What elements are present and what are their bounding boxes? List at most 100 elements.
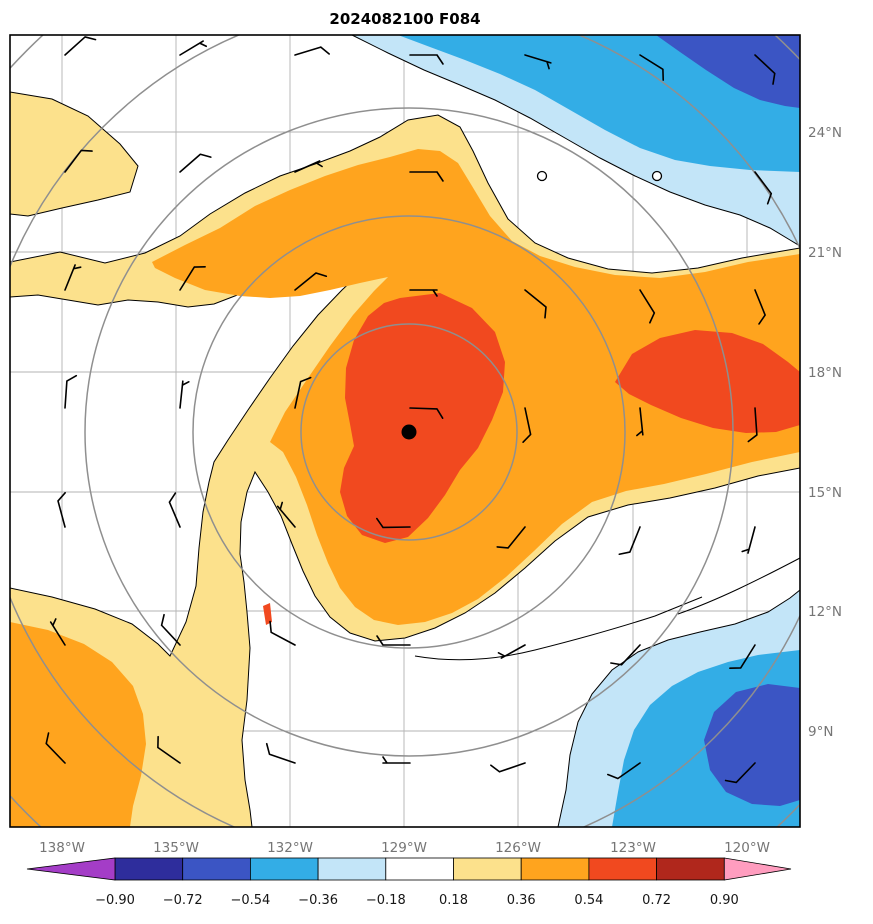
x-axis-tick-labels: 138°W 135°W 132°W 129°W 126°W 123°W 120°W [39, 840, 770, 856]
colorbar-under-arrow [26, 857, 116, 881]
zero-contour-line [414, 596, 703, 661]
wind-barb [160, 613, 181, 646]
wind-barbs [45, 36, 776, 784]
wind-barb [157, 735, 181, 764]
colorbar-tick-label: −0.18 [366, 893, 406, 908]
colorbar-tick-label: −0.54 [230, 893, 270, 908]
wind-barb [636, 407, 644, 437]
x-tick-label: 135°W [153, 840, 199, 856]
colorbar-segment [588, 857, 658, 881]
wind-barb [639, 54, 665, 81]
wind-barb [376, 635, 411, 646]
wind-barb [49, 618, 66, 646]
wind-barb [496, 526, 526, 549]
wind-barb [64, 149, 93, 173]
contour-fill-positive-018-northwest [10, 91, 139, 217]
x-tick-label: 138°W [39, 840, 85, 856]
wind-barb [409, 54, 444, 65]
plot-border [9, 34, 801, 828]
wind-barb [294, 160, 323, 173]
wind-barb [294, 376, 312, 409]
contour-fill-sliver [263, 603, 272, 625]
contour-fill-positive-054-center [340, 293, 505, 543]
colorbar-tick-label: −0.36 [298, 893, 338, 908]
wind-barb [741, 526, 756, 554]
range-ring-2 [192, 215, 626, 649]
contour-fill-negative-054-southeast [704, 684, 800, 806]
wind-barb [57, 491, 66, 528]
colorbar-tick-label: −0.90 [95, 893, 135, 908]
x-tick-label: 132°W [267, 840, 313, 856]
wind-barb [64, 264, 82, 291]
x-tick-label: 120°W [724, 840, 770, 856]
contour-fill-positive-036-southwest [10, 622, 146, 827]
wind-barb [179, 153, 212, 173]
filled-contours [10, 35, 800, 827]
y-axis-tick-labels: 24°N 21°N 18°N 15°N 12°N 9°N [808, 125, 842, 740]
calm-wind-circle [651, 170, 663, 182]
wind-barb [409, 171, 444, 182]
colorbar-tick-label: 0.36 [507, 893, 536, 908]
wind-barb [607, 762, 641, 780]
colorbar-tick-label: 0.72 [642, 893, 671, 908]
wind-barb [409, 407, 444, 419]
wind-barb [729, 644, 756, 670]
wind-barb [179, 380, 190, 409]
wind-barb [522, 407, 532, 443]
contour-fill-positive-054-east [615, 330, 800, 433]
colorbar-tick-label: 0.18 [439, 893, 468, 908]
wind-barb [382, 756, 411, 764]
y-tick-label: 24°N [808, 125, 842, 141]
wind-barb [276, 501, 296, 528]
wind-barb [724, 762, 756, 784]
wind-barb [639, 289, 656, 324]
x-tick-label: 126°W [495, 840, 541, 856]
wind-barb [610, 644, 641, 666]
y-tick-label: 9°N [808, 724, 833, 740]
wind-barb [409, 289, 438, 297]
colorbar-segment [656, 857, 725, 881]
x-tick-label: 123°W [610, 840, 656, 856]
colorbar-segment [249, 857, 319, 881]
range-ring-3 [84, 107, 734, 757]
colorbar-segment [182, 857, 251, 881]
colorbar-segment [385, 857, 454, 881]
range-ring-1 [300, 323, 518, 541]
wind-barb [265, 742, 296, 764]
wind-barb [747, 407, 758, 443]
colorbar-tick-label: 0.54 [574, 893, 603, 908]
colorbar-segment [520, 857, 590, 881]
colorbar-tick-label: 0.90 [710, 893, 739, 908]
wind-barb [64, 374, 78, 409]
wind-barb [64, 36, 97, 56]
chart-title: 2024082100 F084 [329, 10, 480, 28]
wind-barb [294, 272, 328, 291]
y-tick-label: 18°N [808, 365, 842, 381]
wind-barb [497, 644, 526, 659]
wind-barb [269, 620, 296, 646]
wind-barb [754, 171, 773, 205]
storm-center-marker [401, 424, 417, 440]
contour-fill-negative-054-northeast [656, 35, 800, 108]
colorbar-segment [317, 857, 387, 881]
wind-barb [490, 762, 526, 773]
wind-barb [294, 46, 330, 56]
wind-barb [754, 54, 776, 85]
y-tick-label: 15°N [808, 485, 842, 501]
calm-wind-circle [536, 170, 548, 182]
wind-barb [376, 517, 411, 529]
colorbar-segment [114, 857, 184, 881]
contour-fill-negative-036-northeast [398, 35, 800, 172]
wind-barb [179, 265, 206, 291]
wind-barb [168, 492, 181, 528]
y-tick-label: 21°N [808, 245, 842, 261]
y-tick-label: 12°N [808, 604, 842, 620]
x-tick-label: 129°W [381, 840, 427, 856]
wind-barb [45, 732, 66, 764]
wind-barb [618, 526, 641, 556]
colorbar: −0.90 −0.72 −0.54 −0.36 −0.18 0.18 0.36 0.54 0.7… [26, 857, 792, 908]
wind-barb [179, 40, 208, 56]
wind-barb [754, 289, 766, 325]
